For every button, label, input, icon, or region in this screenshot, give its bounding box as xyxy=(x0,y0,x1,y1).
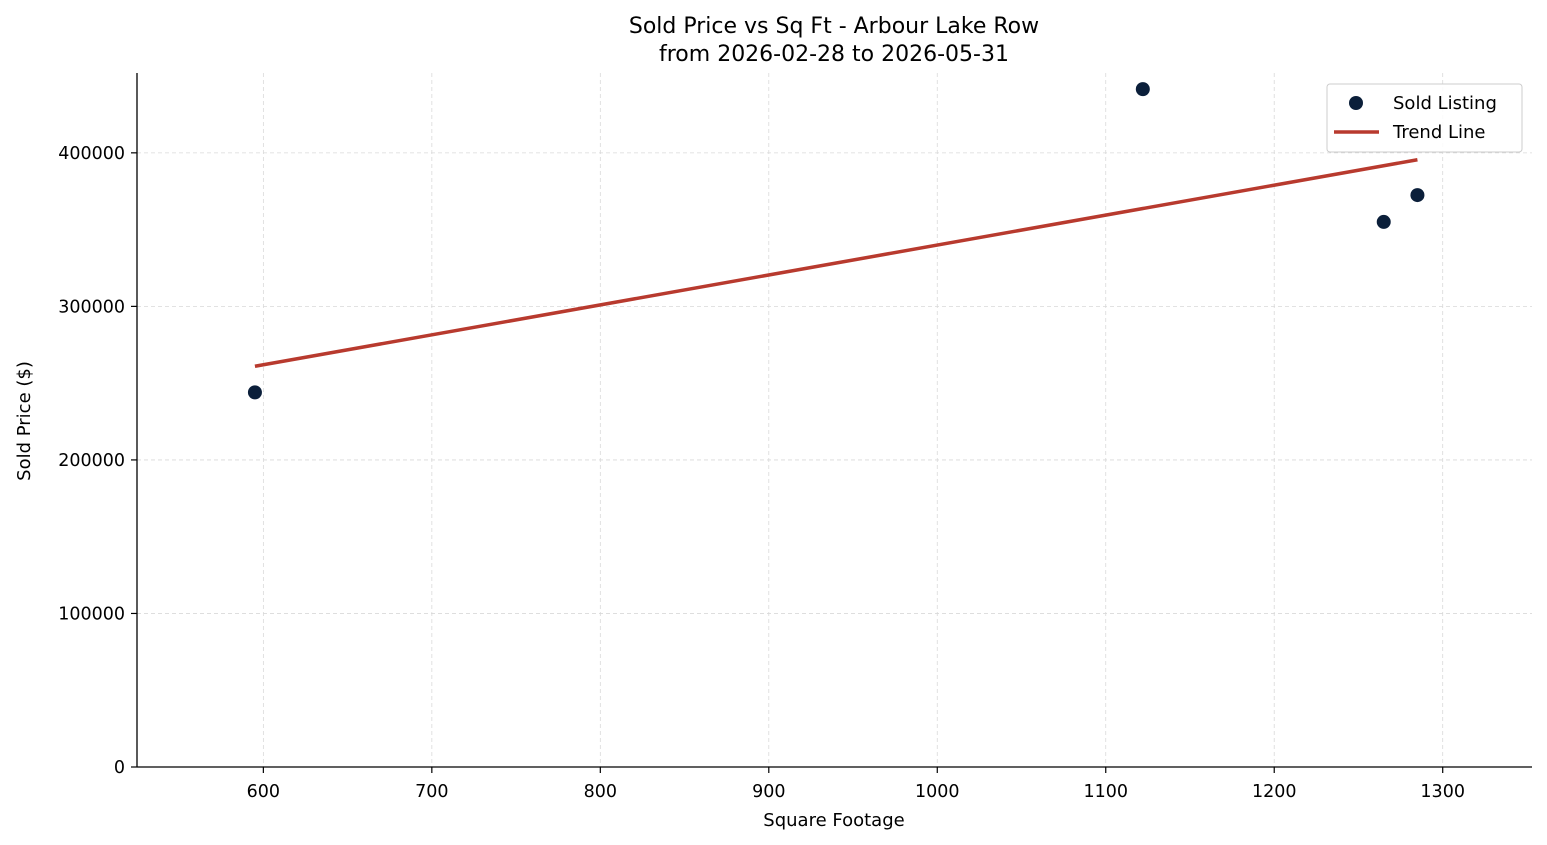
y-tick-label: 400000 xyxy=(58,144,125,164)
sold-listing-point xyxy=(1135,82,1150,97)
y-ticks: 0 100000 200000 300000 400000 xyxy=(58,144,137,778)
sold-listing-point xyxy=(1376,214,1391,229)
x-tick-label: 1000 xyxy=(915,782,960,802)
y-tick-label: 300000 xyxy=(58,297,125,317)
x-tick-label: 800 xyxy=(584,782,617,802)
grid-lines xyxy=(137,73,1532,767)
chart-subtitle: from 2026-02-28 to 2026-05-31 xyxy=(659,42,1009,67)
x-tick-label: 1300 xyxy=(1420,782,1465,802)
axes xyxy=(136,73,1532,768)
x-tick-label: 700 xyxy=(415,782,448,802)
x-tick-label: 900 xyxy=(752,782,785,802)
y-tick-label: 100000 xyxy=(58,604,125,624)
sold-listing-point xyxy=(1410,188,1425,203)
x-axis-label: Square Footage xyxy=(763,810,904,831)
x-tick-label: 1200 xyxy=(1252,782,1297,802)
legend-label-sold-listing: Sold Listing xyxy=(1393,93,1497,114)
x-tick-label: 1100 xyxy=(1083,782,1128,802)
trend-line xyxy=(254,158,1418,368)
y-axis-label: Sold Price ($) xyxy=(14,361,35,481)
legend: Sold Listing Trend Line xyxy=(1326,83,1523,153)
trend-line-layer xyxy=(254,158,1418,368)
data-points xyxy=(247,82,1425,400)
chart-title: Sold Price vs Sq Ft - Arbour Lake Row xyxy=(629,14,1039,39)
legend-label-trend-line: Trend Line xyxy=(1392,122,1486,143)
sold-listing-point xyxy=(247,385,262,400)
y-tick-label: 0 xyxy=(114,758,125,778)
legend-marker-sold-listing xyxy=(1349,96,1363,110)
x-ticks: 600 700 800 900 1000 1100 1200 1300 xyxy=(247,767,1465,802)
x-tick-label: 600 xyxy=(247,782,280,802)
y-tick-label: 200000 xyxy=(58,451,125,471)
legend-box xyxy=(1326,83,1523,153)
